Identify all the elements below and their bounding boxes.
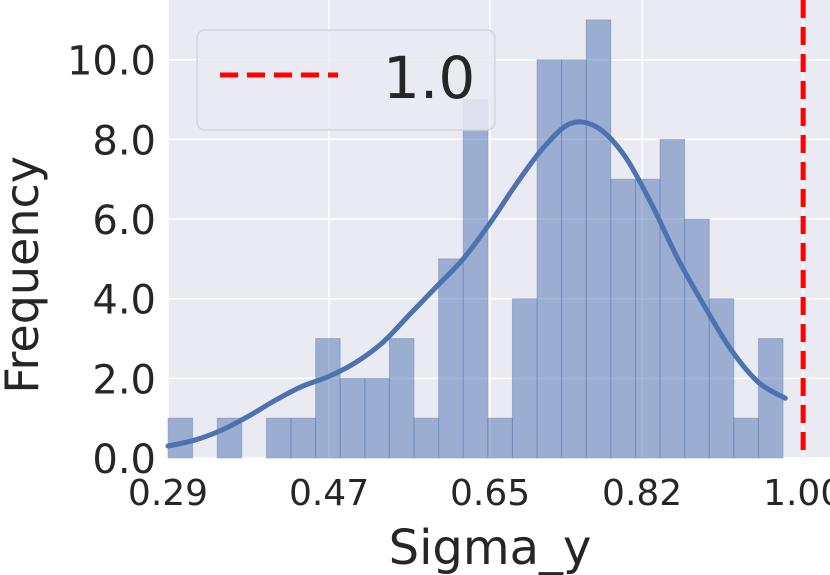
histogram-bar <box>167 417 194 459</box>
histogram-bar <box>684 218 710 459</box>
histogram-bar <box>364 377 390 459</box>
y-tick-labels: 0.0 2.0 4.0 6.0 8.0 10.0 <box>67 39 156 483</box>
y-tick-label: 0.0 <box>92 437 156 483</box>
x-tick-label: 0.47 <box>289 473 369 514</box>
y-axis-label: Frequency <box>0 156 49 394</box>
histogram-bar <box>315 338 341 459</box>
x-tick-label: 1.00 <box>763 473 830 514</box>
histogram-bar <box>413 417 440 459</box>
legend-label: 1.0 <box>383 44 475 112</box>
x-tick-labels: 0.29 0.47 0.65 0.82 1.00 <box>128 473 830 514</box>
histogram-bar <box>757 338 784 459</box>
histogram-bar <box>511 298 538 459</box>
histogram-bar <box>610 178 636 459</box>
histogram-bar <box>388 338 415 459</box>
histogram-bar <box>290 417 317 459</box>
histogram-bar <box>487 417 513 459</box>
x-tick-label: 0.82 <box>602 473 682 514</box>
histogram-bar <box>561 59 587 459</box>
x-axis-label: Sigma_y <box>389 520 592 575</box>
histogram-bar <box>659 138 686 459</box>
x-tick-label: 0.29 <box>128 473 208 514</box>
y-tick-label: 4.0 <box>92 278 156 324</box>
x-tick-label: 0.65 <box>450 473 530 514</box>
legend: 1.0 <box>196 29 496 131</box>
histogram-bar <box>733 417 759 459</box>
y-tick-label: 2.0 <box>92 357 156 403</box>
histogram-bar <box>265 417 292 459</box>
histogram-bar <box>634 178 661 459</box>
y-tick-label: 10.0 <box>67 39 156 85</box>
y-tick-label: 6.0 <box>92 198 156 244</box>
histogram-bars <box>167 19 784 459</box>
y-tick-label: 8.0 <box>92 118 156 164</box>
histogram-bar <box>438 258 464 459</box>
kde-curve <box>165 119 788 449</box>
histogram-bar <box>585 19 612 459</box>
histogram-bar <box>536 59 563 459</box>
histogram-bar <box>462 99 489 459</box>
histogram-bar <box>339 377 366 459</box>
legend-box <box>196 29 496 131</box>
